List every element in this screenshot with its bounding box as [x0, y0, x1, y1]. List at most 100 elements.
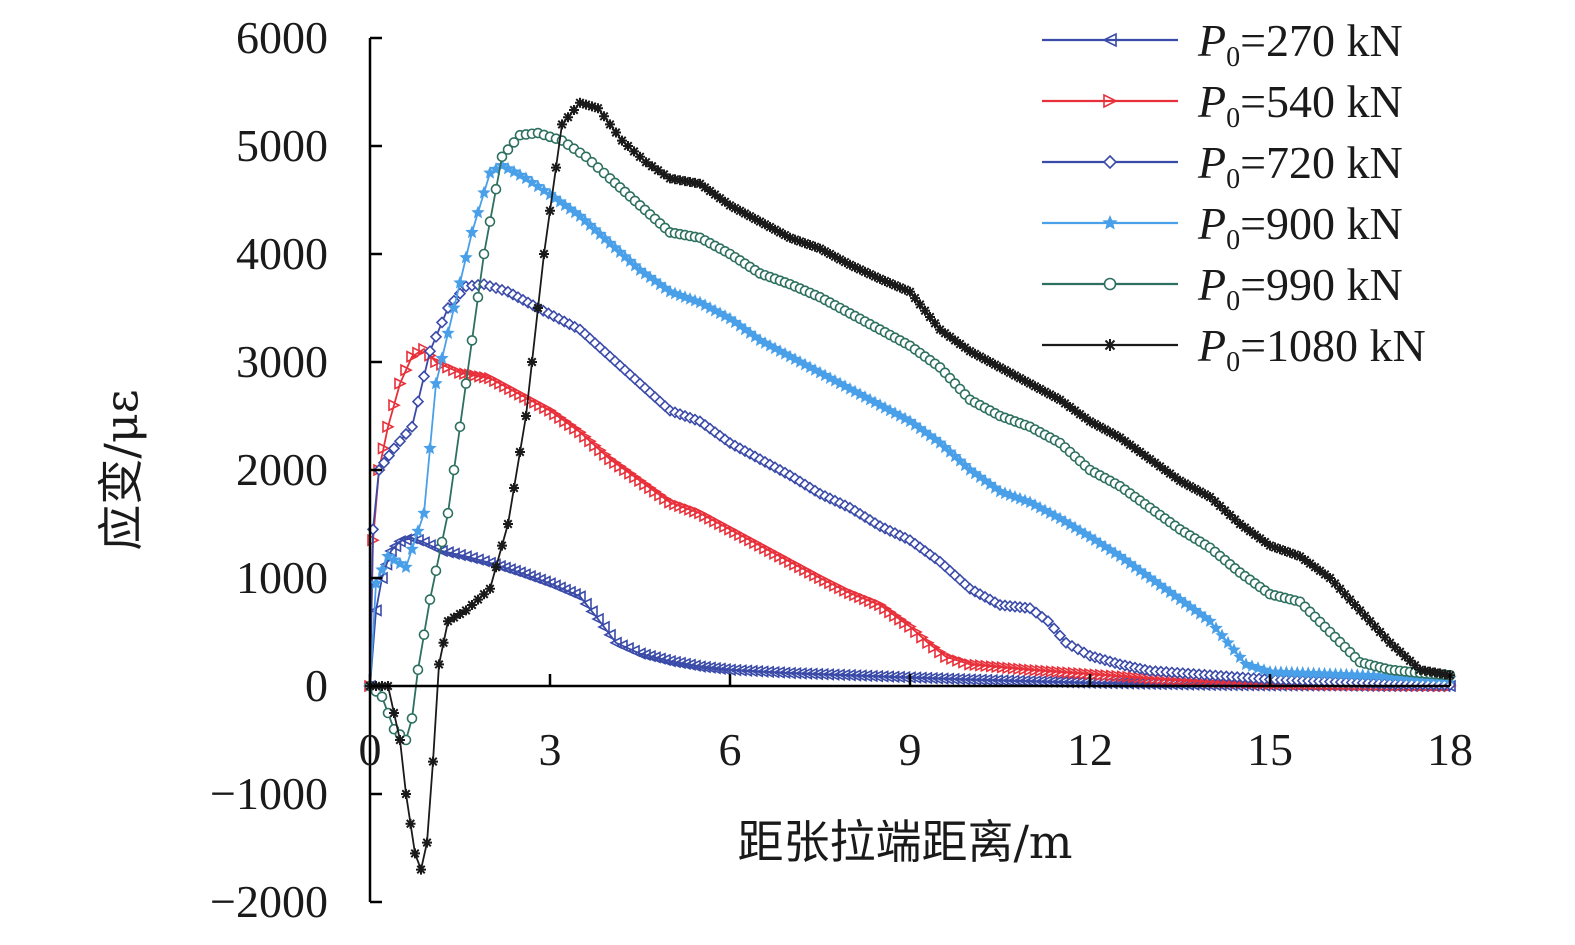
data-point	[945, 331, 955, 342]
data-point	[599, 111, 609, 122]
x-tick-label: 3	[539, 724, 562, 775]
data-point	[1290, 549, 1300, 560]
data-point	[411, 524, 425, 537]
data-point	[455, 609, 465, 619]
data-point	[750, 213, 760, 224]
data-point	[471, 205, 485, 219]
data-point	[980, 354, 990, 365]
data-point	[388, 539, 402, 553]
data-point	[436, 536, 448, 548]
data-point	[573, 590, 586, 603]
data-point	[484, 216, 496, 227]
data-point	[605, 119, 615, 130]
data-point	[708, 661, 721, 675]
data-point	[825, 249, 835, 259]
data-point	[1090, 419, 1100, 430]
data-point	[1330, 578, 1340, 589]
data-point	[1165, 468, 1175, 479]
data-point	[713, 662, 726, 676]
data-point	[810, 241, 820, 252]
data-point	[745, 211, 755, 222]
data-point	[720, 196, 730, 207]
legend-label: P0=270 kN	[1197, 15, 1403, 73]
data-point	[653, 652, 666, 665]
series-4	[363, 158, 1457, 692]
data-point	[695, 178, 705, 189]
legend-marker	[1102, 32, 1117, 48]
data-point	[1110, 429, 1120, 440]
data-point	[591, 612, 604, 626]
data-point	[820, 246, 830, 257]
data-point	[755, 216, 765, 227]
data-point	[1227, 642, 1241, 656]
data-point	[700, 182, 710, 193]
data-point	[710, 189, 720, 200]
x-tick-label: 18	[1427, 724, 1473, 775]
data-point	[557, 119, 567, 130]
data-point	[755, 665, 769, 678]
data-point	[581, 99, 591, 110]
data-point	[860, 266, 870, 277]
legend-item: P0=720 kN	[1042, 137, 1403, 195]
data-point	[459, 250, 473, 264]
data-point	[658, 653, 671, 667]
data-point	[1047, 622, 1061, 635]
data-point	[1135, 447, 1145, 457]
data-point	[1065, 402, 1075, 412]
data-point	[633, 647, 646, 660]
data-point	[1025, 378, 1035, 389]
data-point	[1365, 616, 1375, 627]
legend-subscript: 0	[1226, 286, 1240, 317]
data-point	[569, 105, 579, 115]
data-point	[715, 193, 725, 204]
legend-symbol: P	[1197, 137, 1226, 188]
data-point	[830, 251, 840, 262]
data-point	[922, 636, 935, 650]
data-point	[965, 346, 975, 357]
legend-subscript: 0	[1226, 225, 1240, 256]
data-point	[725, 200, 735, 211]
data-point	[1020, 375, 1030, 386]
data-point	[1203, 614, 1217, 627]
data-point	[477, 185, 491, 199]
data-point	[925, 312, 935, 322]
data-point	[1275, 544, 1285, 555]
data-point	[1120, 436, 1130, 447]
data-point	[502, 144, 514, 155]
data-point	[465, 225, 479, 239]
data-point	[653, 165, 663, 176]
data-point	[418, 629, 430, 641]
series-line	[369, 347, 1451, 687]
x-tick-label: 0	[359, 724, 382, 775]
legend-marker	[1102, 214, 1118, 230]
y-tick-label: 0	[305, 660, 328, 711]
data-point	[1375, 627, 1385, 637]
data-point	[411, 395, 425, 408]
series-6	[365, 97, 1455, 875]
y-tick-label: 6000	[236, 12, 328, 63]
data-point	[678, 657, 691, 671]
data-point	[623, 141, 633, 151]
data-point	[497, 540, 507, 551]
data-point	[406, 350, 419, 363]
data-point	[384, 544, 397, 558]
legend-subscript: 0	[1226, 103, 1240, 134]
data-point	[527, 357, 537, 367]
data-point	[1350, 600, 1360, 610]
data-point	[1145, 454, 1155, 465]
data-point	[585, 605, 598, 618]
data-point	[393, 435, 407, 448]
data-point	[429, 330, 443, 343]
data-point	[995, 362, 1005, 373]
data-point	[1405, 655, 1415, 666]
data-point	[1240, 522, 1250, 533]
data-point	[399, 560, 413, 573]
data-point	[800, 238, 810, 249]
data-point	[1035, 384, 1045, 394]
data-point	[442, 507, 454, 519]
data-point	[1310, 562, 1320, 573]
data-point	[1095, 421, 1105, 432]
x-tick-label: 12	[1067, 724, 1113, 775]
data-point	[835, 254, 845, 265]
